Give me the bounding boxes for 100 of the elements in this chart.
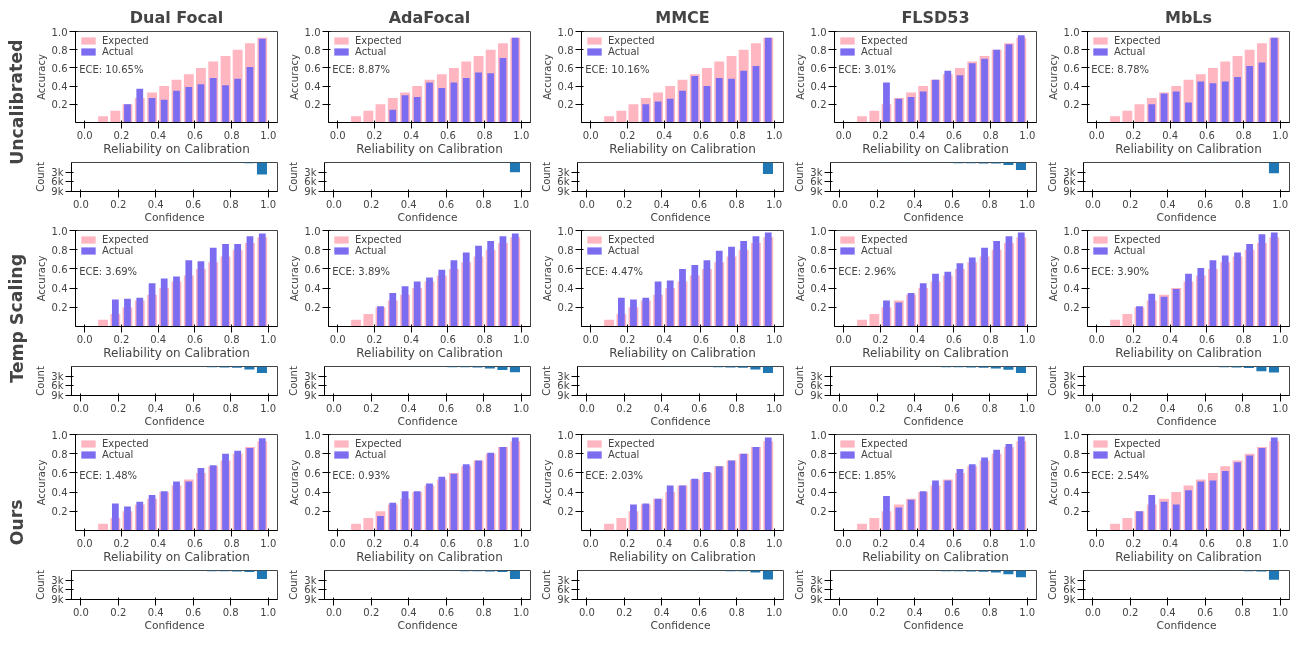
- y-tick-label: 0.4: [557, 283, 574, 295]
- y-tick-label: 0.2: [304, 99, 321, 111]
- x-axis-title: Reliability on Calibration: [1115, 549, 1262, 564]
- x-tick-label: 0.8: [476, 333, 493, 345]
- bar: [1234, 252, 1241, 327]
- x-tick-label: 0.6: [186, 333, 203, 345]
- bar: [185, 87, 193, 123]
- y-axis-title: Count: [794, 366, 806, 396]
- legend-label: Actual: [861, 46, 893, 57]
- bar: [616, 110, 627, 123]
- annotation: ECE: 3.90%: [1091, 265, 1150, 277]
- x-tick-label: 0.2: [363, 402, 380, 414]
- x-axis-title: Reliability on Calibration: [862, 549, 1009, 564]
- x-tick-label: 0.4: [906, 402, 923, 414]
- x-tick-label: 0.0: [1084, 402, 1101, 414]
- x-tick-label: 1.0: [513, 402, 530, 414]
- bar: [462, 252, 470, 327]
- bar: [1221, 470, 1229, 531]
- x-tick-label: 0.2: [113, 537, 130, 549]
- y-axis-title: Count: [541, 162, 553, 192]
- y-tick-label: 3k: [304, 166, 317, 178]
- x-tick-label: 1.0: [513, 198, 530, 210]
- y-tick-label: 3k: [51, 166, 64, 178]
- x-tick-label: 0.8: [1235, 333, 1252, 345]
- y-axis-title: Accuracy: [541, 54, 553, 100]
- annotation: ECE: 10.65%: [79, 64, 144, 76]
- y-axis-title: Count: [288, 570, 300, 600]
- y-tick-label: 3k: [810, 370, 823, 382]
- y-tick-label: 0.2: [304, 506, 321, 518]
- bar: [1221, 255, 1229, 327]
- annotation: ECE: 0.93%: [332, 469, 391, 481]
- y-tick-label: 0.8: [304, 448, 321, 460]
- y-tick-label: 9k: [51, 186, 64, 197]
- x-axis-title: Confidence: [903, 414, 964, 428]
- x-tick-label: 0.4: [1162, 129, 1179, 141]
- y-axis-title: Accuracy: [794, 459, 806, 506]
- x-axis-title: Reliability on Calibration: [609, 549, 756, 564]
- x-tick-label: 0.2: [1122, 198, 1139, 210]
- y-tick-label: 1.0: [810, 225, 827, 237]
- y-axis-title: Accuracy: [1047, 255, 1059, 302]
- x-tick-label: 0.4: [1162, 333, 1179, 345]
- x-tick-label: 0.6: [945, 333, 962, 345]
- y-tick-label: 0.6: [557, 62, 574, 74]
- bar: [511, 233, 519, 327]
- bar: [764, 437, 772, 531]
- y-axis-title: Accuracy: [35, 255, 47, 302]
- y-tick-label: 0.2: [810, 506, 827, 518]
- y-tick-label: 1.0: [1063, 26, 1080, 38]
- x-tick-label: 0.0: [1088, 129, 1105, 141]
- x-tick-label: 0.8: [728, 402, 745, 414]
- x-tick-label: 1.0: [1019, 198, 1036, 210]
- legend-label: Expected: [1114, 35, 1161, 46]
- y-tick-label: 0.2: [810, 99, 827, 111]
- bar: [1148, 293, 1156, 327]
- x-tick-label: 0.4: [403, 333, 420, 345]
- y-tick-label: 0.8: [810, 244, 827, 256]
- bar: [857, 319, 867, 327]
- annotation: ECE: 8.78%: [1091, 64, 1150, 76]
- x-tick-label: 0.0: [76, 129, 93, 141]
- legend-label: Actual: [608, 46, 640, 57]
- x-tick-label: 0.0: [329, 333, 346, 345]
- y-tick-label: 3k: [304, 574, 317, 586]
- bar: [1122, 518, 1133, 531]
- bar: [462, 77, 470, 123]
- y-axis-title: Count: [1047, 570, 1059, 600]
- chart-title: FLSD53: [901, 7, 970, 27]
- y-tick-label: 0.8: [51, 44, 68, 56]
- bar: [173, 481, 180, 531]
- y-tick-label: 0.4: [1063, 81, 1080, 93]
- y-tick-label: 9k: [304, 186, 317, 197]
- x-tick-label: 0.0: [835, 537, 852, 549]
- x-tick-label: 0.6: [691, 198, 708, 210]
- x-tick-label: 0.6: [186, 537, 203, 549]
- x-tick-label: 0.2: [363, 606, 380, 618]
- x-axis-title: Confidence: [650, 618, 711, 632]
- y-tick-label: 9k: [304, 390, 317, 401]
- bar: [617, 297, 625, 327]
- bar: [883, 82, 890, 123]
- x-tick-label: 0.8: [223, 537, 240, 549]
- x-tick-label: 0.8: [1235, 537, 1252, 549]
- x-tick-label: 0.0: [578, 606, 595, 618]
- bar: [351, 523, 361, 531]
- y-axis-title: Accuracy: [1047, 459, 1059, 506]
- y-tick-label: 0.6: [304, 62, 321, 74]
- y-tick-label: 0.8: [1063, 448, 1080, 460]
- legend-label: Actual: [102, 46, 134, 57]
- x-tick-label: 0.2: [110, 606, 127, 618]
- bar: [679, 90, 686, 123]
- x-tick-label: 0.8: [728, 198, 745, 210]
- y-tick-label: 9k: [810, 186, 823, 197]
- y-tick-label: 9k: [1063, 594, 1076, 605]
- x-tick-label: 1.0: [260, 537, 277, 549]
- x-tick-label: 0.4: [400, 198, 417, 210]
- bar: [413, 281, 421, 327]
- bar: [1015, 162, 1026, 170]
- x-axis-title: Confidence: [144, 414, 205, 428]
- y-tick-label: 1.0: [51, 429, 68, 441]
- bar: [1270, 232, 1278, 327]
- y-axis-title: Accuracy: [288, 255, 300, 302]
- annotation: ECE: 2.96%: [838, 265, 897, 277]
